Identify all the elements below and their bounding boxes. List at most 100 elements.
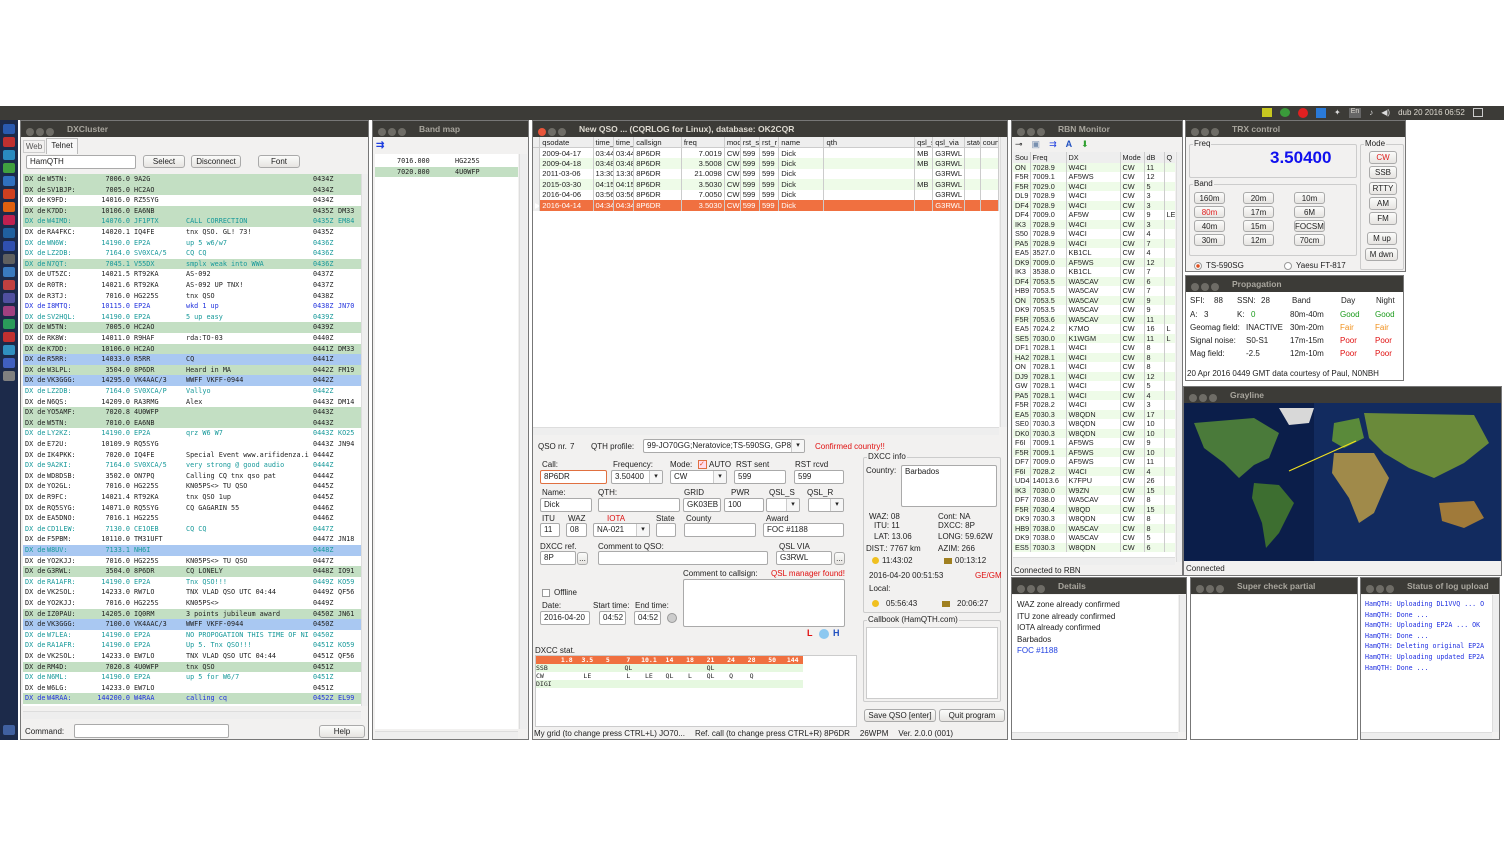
rbn-row[interactable]: DF4 7028.9 W4CI CW 3 <box>1013 200 1175 210</box>
launcher-app-icon[interactable] <box>3 163 15 173</box>
close-icon[interactable] <box>378 128 386 136</box>
close-icon[interactable] <box>1191 283 1199 291</box>
copy-icon[interactable]: ▣ <box>1031 139 1041 149</box>
spot-row[interactable]: DX de LZ2DB: 7164.0 SV0XCA/P Vallyo 0442Z <box>23 386 361 397</box>
band-button-focsm[interactable]: FOCSM <box>1294 220 1325 232</box>
spot-row[interactable]: DX de RQ5SYG: 14071.0 RQ5SYG CQ GAGARIN 55 04… <box>23 503 361 514</box>
spot-row[interactable]: DX de YO2GL: 7016.0 HG225S KN05PS<> TU QSO 04… <box>23 481 361 492</box>
qsl-via-browse-button[interactable]: ... <box>834 552 845 565</box>
log-row[interactable]: 2009-04-18 03:48 03:48 8P6DR 3.5008 CW 599 599 D… <box>533 158 999 169</box>
rbn-row[interactable]: DJ9 7028.1 W4CI CW 12 <box>1013 371 1175 381</box>
spot-row[interactable]: DX de IK4PKK: 7020.0 IQ4FE Special Event www… <box>23 450 361 461</box>
spot-row[interactable]: DX de N6QS: 14209.0 RA3RMG Alex 0443Z DM14 <box>23 397 361 408</box>
minimize-icon[interactable] <box>1201 283 1209 291</box>
rbn-row[interactable]: SE5 7030.0 K1WGM CW 11 L <box>1013 333 1175 343</box>
column-header[interactable]: Sou <box>1013 152 1031 163</box>
spot-row[interactable]: DX de WD8DSB: 3502.0 ON7PQ Calling CQ tnx qs… <box>23 471 361 482</box>
column-header[interactable]: freq <box>681 137 725 148</box>
spot-row[interactable]: DX de YO5AMF: 7020.8 4U0WFP 0443Z <box>23 407 361 418</box>
launcher-app-icon[interactable] <box>3 293 15 303</box>
band-button-15m[interactable]: 15m <box>1243 220 1274 232</box>
spot-row[interactable]: DX de R5RR: 14033.0 R5RR CQ 0441Z <box>23 354 361 365</box>
rbn-row[interactable]: DK9 7009.0 AF5WS CW 12 <box>1013 257 1175 267</box>
rbn-row[interactable]: ON 7053.5 WA5CAV CW 9 <box>1013 295 1175 305</box>
launcher-app-icon[interactable] <box>3 358 15 368</box>
column-header[interactable]: time_o <box>613 137 635 148</box>
start-time-input[interactable]: 04:52 <box>599 611 626 625</box>
rbn-row[interactable]: F5R 7029.0 W4CI CW 5 <box>1013 181 1175 191</box>
spot-row[interactable]: DX de R0TR: 14021.6 RT92KA AS-092 UP TNX! 043… <box>23 280 361 291</box>
rbn-row[interactable]: DK0 7030.3 W8QDN CW 10 <box>1013 428 1175 438</box>
minimize-icon[interactable] <box>388 128 396 136</box>
band-button-80m[interactable]: 80m <box>1194 206 1225 218</box>
horizontal-scrollbar[interactable] <box>375 731 518 739</box>
maximize-icon[interactable] <box>558 128 566 136</box>
comment-callsign-textarea[interactable] <box>683 579 845 627</box>
close-icon[interactable] <box>1366 585 1374 593</box>
pwr-input[interactable]: 100 <box>724 498 764 512</box>
launcher-app-icon[interactable] <box>3 371 15 381</box>
rbn-row[interactable]: F6I 7009.1 AF5WS CW 9 <box>1013 438 1175 448</box>
memory-up-button[interactable]: M up <box>1367 232 1397 245</box>
mode-button-am[interactable]: AM <box>1369 196 1397 210</box>
rbn-row[interactable]: GW 7028.1 W4CI CW 5 <box>1013 381 1175 391</box>
rst-sent-input[interactable]: 599 <box>734 470 786 484</box>
spot-row[interactable]: DX de LZ2DB: 7164.0 SV0XCA/5 CQ CQ 0436Z <box>23 248 361 259</box>
language-indicator[interactable]: En <box>1348 108 1362 118</box>
rbn-row[interactable]: S50 7028.9 W4CI CW 4 <box>1013 229 1175 239</box>
spot-row[interactable]: DX de G3RWL: 3504.0 8P6DR CQ LONELY 0448Z IO91 <box>23 566 361 577</box>
column-header[interactable]: qsodate <box>539 137 594 148</box>
horizontal-scrollbar[interactable] <box>1013 557 1175 565</box>
spot-row[interactable]: DX de CD1LEW: 7130.0 CE1OEB CQ CQ 0447Z <box>23 524 361 535</box>
close-icon[interactable] <box>1196 585 1204 593</box>
filter-icon[interactable]: ⇉ <box>376 140 385 151</box>
spot-row[interactable]: DX de WN6W: 14190.0 EP2A up 5 w6/w7 0436Z <box>23 238 361 249</box>
disconnect-button[interactable]: Disconnect <box>191 155 241 168</box>
maximize-icon[interactable] <box>1216 585 1224 593</box>
spot-row[interactable]: DX de RK8W: 14011.0 R9HAF rda:TO-03 0440Z <box>23 333 361 344</box>
band-button-70cm[interactable]: 70cm <box>1294 234 1325 246</box>
rbn-row[interactable]: ES5 7030.3 W8QDN CW 6 <box>1013 542 1175 552</box>
spot-row[interactable]: DX de N7QT: 7045.1 V55DX smplx weak into WWA… <box>23 258 361 270</box>
launcher-app-icon[interactable] <box>3 254 15 264</box>
spot-row[interactable]: DX de K7DD: 10106.0 HC2AO 0441Z DM33 <box>23 343 361 355</box>
tab-telnet[interactable]: Telnet <box>46 138 78 154</box>
disconnect-icon[interactable]: ⊸ <box>1015 139 1023 149</box>
maximize-icon[interactable] <box>1386 585 1394 593</box>
log-row[interactable]: 2015-03-30 04:15 04:15 8P6DR 3.5030 CW 599 599 D… <box>533 179 999 190</box>
rbn-row[interactable]: DL9 7028.9 W4CI CW 3 <box>1013 191 1175 201</box>
launcher-app-icon[interactable] <box>3 176 15 186</box>
band-button-12m[interactable]: 12m <box>1243 234 1274 246</box>
spot-row[interactable]: DX de R3TJ: 7016.0 HG225S tnx QSO 0438Z <box>23 291 361 302</box>
rbn-row[interactable]: HB9 7038.0 WA5CAV CW 8 <box>1013 523 1175 533</box>
spot-row[interactable]: DX de VK2SOL: 14233.0 EW7LO TNX VLAD QSO UTC… <box>23 651 361 662</box>
rbn-row[interactable]: HB9 7053.5 WA5CAV CW 7 <box>1013 286 1175 296</box>
rbn-row[interactable]: F5R 7009.1 AF5WS CW 12 <box>1013 172 1175 182</box>
spot-row[interactable]: DX de RA4FKC: 14020.1 IQ4FE tnx QSO. GL! 73!… <box>23 227 361 238</box>
rbn-row[interactable]: IK3 7030.0 W9ZN CW 15 <box>1013 485 1175 495</box>
spot-row[interactable]: DX de W5TN: 7010.0 EA6NB 0443Z <box>23 417 361 429</box>
maximize-icon[interactable] <box>1209 394 1217 402</box>
maximize-icon[interactable] <box>1211 128 1219 136</box>
rbn-row[interactable]: IK3 3538.0 KB1CL CW 7 <box>1013 267 1175 277</box>
save-qso-button[interactable]: Save QSO [enter] <box>864 709 936 722</box>
vertical-scrollbar[interactable] <box>1000 137 1007 427</box>
rbn-row[interactable]: F5R 7028.2 W4CI CW 3 <box>1013 400 1175 410</box>
rbn-row[interactable]: EA5 7030.3 W8QDN CW 17 <box>1013 409 1175 419</box>
close-icon[interactable] <box>1017 128 1025 136</box>
column-header[interactable]: qth <box>823 137 916 148</box>
column-header[interactable]: Freq <box>1030 152 1067 163</box>
spot-row[interactable]: DX de W5TN: 7006.0 9A2G 0434Z <box>23 174 361 185</box>
spot-row[interactable]: DX de K9FD: 14016.0 RZ5SYG 0434Z <box>23 195 361 206</box>
monitor-icon[interactable] <box>1262 108 1272 117</box>
maximize-icon[interactable] <box>1037 585 1045 593</box>
spot-row[interactable]: DX de F5PBM: 10110.0 TM31UFT 0447Z JN18 <box>23 534 361 545</box>
spot-list[interactable]: DX de W5TN: 7006.0 9A2G 0434Z DX de SV1BJP: 700… <box>23 174 361 706</box>
rbn-row[interactable]: DK9 7038.0 WA5CAV CW 5 <box>1013 533 1175 543</box>
column-header[interactable]: state <box>964 137 981 148</box>
minimize-icon[interactable] <box>1027 128 1035 136</box>
band-button-160m[interactable]: 160m <box>1194 192 1225 204</box>
column-header[interactable]: qsl_s <box>914 137 934 148</box>
help-button[interactable]: Help <box>319 725 365 738</box>
log-row[interactable]: 2009-04-17 03:44 03:44 8P6DR 7.0019 CW 599 599 D… <box>533 147 999 158</box>
